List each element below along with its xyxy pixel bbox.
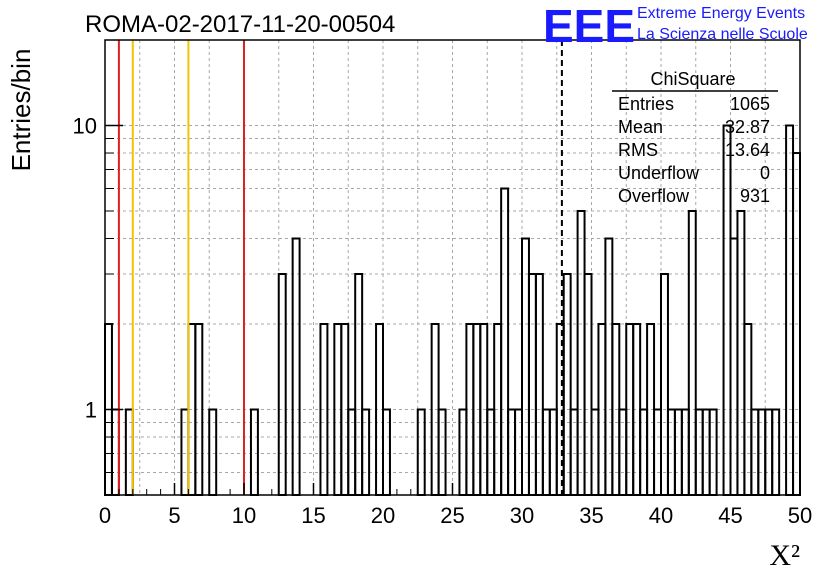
stats-label: Overflow	[618, 186, 690, 206]
histogram-bin	[291, 237, 301, 496]
histogram-bin	[500, 187, 510, 496]
logo: EEE Extreme Energy Events La Scienza nel…	[543, 0, 808, 52]
histogram-bin	[277, 272, 287, 496]
histogram-bin	[687, 209, 697, 496]
stats-value: 13.64	[725, 140, 770, 160]
x-tick-label: 30	[510, 503, 534, 528]
logo-line-2: La Scienza nelle Scuole	[637, 26, 808, 43]
stats-label: Underflow	[618, 163, 700, 183]
stats-value: 1065	[730, 94, 770, 114]
stats-value: 0	[760, 163, 770, 183]
stats-label: RMS	[618, 140, 658, 160]
reference-lines	[117, 40, 563, 495]
x-tick-label: 40	[649, 503, 673, 528]
x-tick-label: 0	[99, 503, 111, 528]
x-tick-label: 5	[168, 503, 180, 528]
x-tick-label: 15	[301, 503, 325, 528]
x-tick-label: 45	[718, 503, 742, 528]
stats-box: ChiSquare Entries 1065 Mean 32.87 RMS 13.64 Un…	[612, 69, 778, 206]
histogram-bin	[527, 272, 537, 496]
x-axis-ticks: 0 5 10 15 20 25 30 35 40 45 50	[99, 483, 812, 528]
histogram-bin	[354, 272, 364, 496]
histogram-bin	[660, 272, 669, 496]
histogram-bin	[583, 272, 593, 496]
histogram-bin	[576, 209, 586, 496]
x-tick-label: 50	[788, 503, 812, 528]
y-axis-label: Entries/bin	[6, 49, 36, 172]
y-tick-label: 1	[85, 398, 97, 423]
histogram-bin	[562, 272, 572, 496]
x-axis-label: X²	[769, 539, 800, 572]
stats-value: 32.87	[725, 117, 770, 137]
histogram-bin	[729, 237, 739, 496]
y-axis-ticks: 1 10	[73, 113, 123, 474]
stats-rows: Entries 1065 Mean 32.87 RMS 13.64 Underflow 0 Ov…	[618, 94, 770, 206]
chart-title: ROMA-02-2017-11-20-00504	[85, 11, 395, 38]
x-tick-label: 10	[232, 503, 256, 528]
histogram-bin	[604, 237, 614, 496]
histogram-bin	[785, 124, 795, 496]
stats-label: Mean	[618, 117, 663, 137]
x-tick-label: 35	[579, 503, 603, 528]
stats-value: 931	[740, 186, 770, 206]
histogram-bin	[722, 124, 732, 496]
histogram-bin	[534, 272, 544, 496]
stats-title: ChiSquare	[650, 69, 735, 89]
histogram-bin	[521, 237, 530, 496]
logo-line-1: Extreme Energy Events	[637, 5, 805, 22]
x-tick-label: 25	[440, 503, 464, 528]
stats-label: Entries	[618, 94, 674, 114]
y-tick-label: 10	[73, 113, 97, 138]
x-tick-label: 20	[371, 503, 395, 528]
histogram-bin	[736, 209, 746, 496]
logo-mark: EEE	[543, 0, 635, 52]
